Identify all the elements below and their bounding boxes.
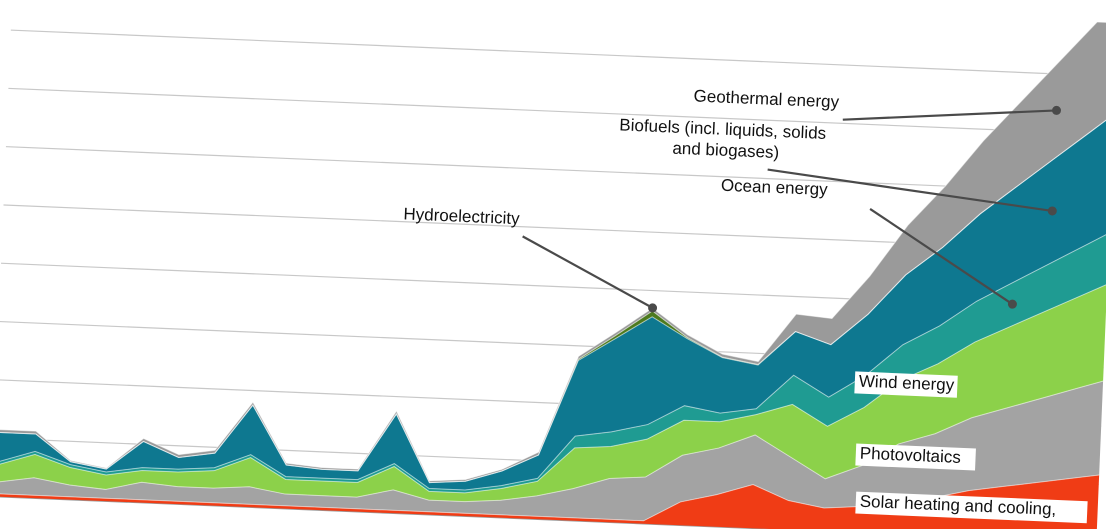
leader-line bbox=[869, 207, 1014, 306]
area-biofuels-incl-liquids-solids-and-biogases bbox=[0, 103, 1106, 490]
gridline bbox=[0, 86, 1106, 136]
label-biofuels-text: and biogases) bbox=[672, 139, 780, 162]
gridline bbox=[0, 28, 1106, 78]
label-geothermal-energy: Geothermal energy bbox=[693, 86, 1061, 121]
band-edge-geothermal-energy bbox=[0, 0, 1106, 510]
leader-line bbox=[522, 235, 654, 309]
label-photovoltaics: Photovoltaics bbox=[855, 443, 976, 471]
label-biofuels-text: Biofuels (incl. liquids, solids bbox=[619, 115, 827, 143]
leader-dot bbox=[648, 303, 658, 313]
label-geothermal-energy-text: Geothermal energy bbox=[693, 86, 840, 111]
leader-line bbox=[842, 109, 1057, 121]
band-edge-hydroelectricity bbox=[0, 102, 1106, 484]
label-ocean-energy-text: Ocean energy bbox=[721, 176, 829, 199]
band-edge-ocean-energy bbox=[0, 225, 1106, 491]
leader-dot bbox=[1007, 299, 1017, 309]
annotations: Geothermal energy Biofuels (incl. liquids… bbox=[403, 86, 1088, 524]
leader-line bbox=[767, 168, 1053, 213]
label-solar-heating: Solar heating and cooling, bbox=[855, 491, 1088, 524]
area-photovoltaics bbox=[0, 377, 1106, 521]
label-hydroelectricity-text: Hydroelectricity bbox=[403, 204, 520, 228]
label-wind-energy: Wind energy bbox=[854, 371, 958, 398]
gridline bbox=[0, 144, 1106, 195]
label-ocean-energy: Ocean energy bbox=[721, 176, 1017, 309]
label-background bbox=[855, 443, 976, 471]
area-ocean-energy bbox=[0, 225, 1106, 493]
band-edge-wind-energy bbox=[0, 277, 1106, 494]
gridline bbox=[0, 0, 1106, 20]
band-edge-photovoltaics bbox=[0, 376, 1106, 503]
label-wind-energy-text: Wind energy bbox=[858, 372, 955, 395]
area-solar-heating-and-cooling bbox=[0, 473, 1106, 529]
label-background bbox=[855, 491, 1088, 524]
area-wind-energy bbox=[0, 278, 1106, 502]
label-photovoltaics-text: Photovoltaics bbox=[859, 444, 961, 467]
label-hydroelectricity: Hydroelectricity bbox=[403, 204, 658, 313]
leader-dot bbox=[1047, 206, 1057, 216]
leader-dot bbox=[1051, 105, 1061, 115]
label-background bbox=[854, 371, 958, 398]
